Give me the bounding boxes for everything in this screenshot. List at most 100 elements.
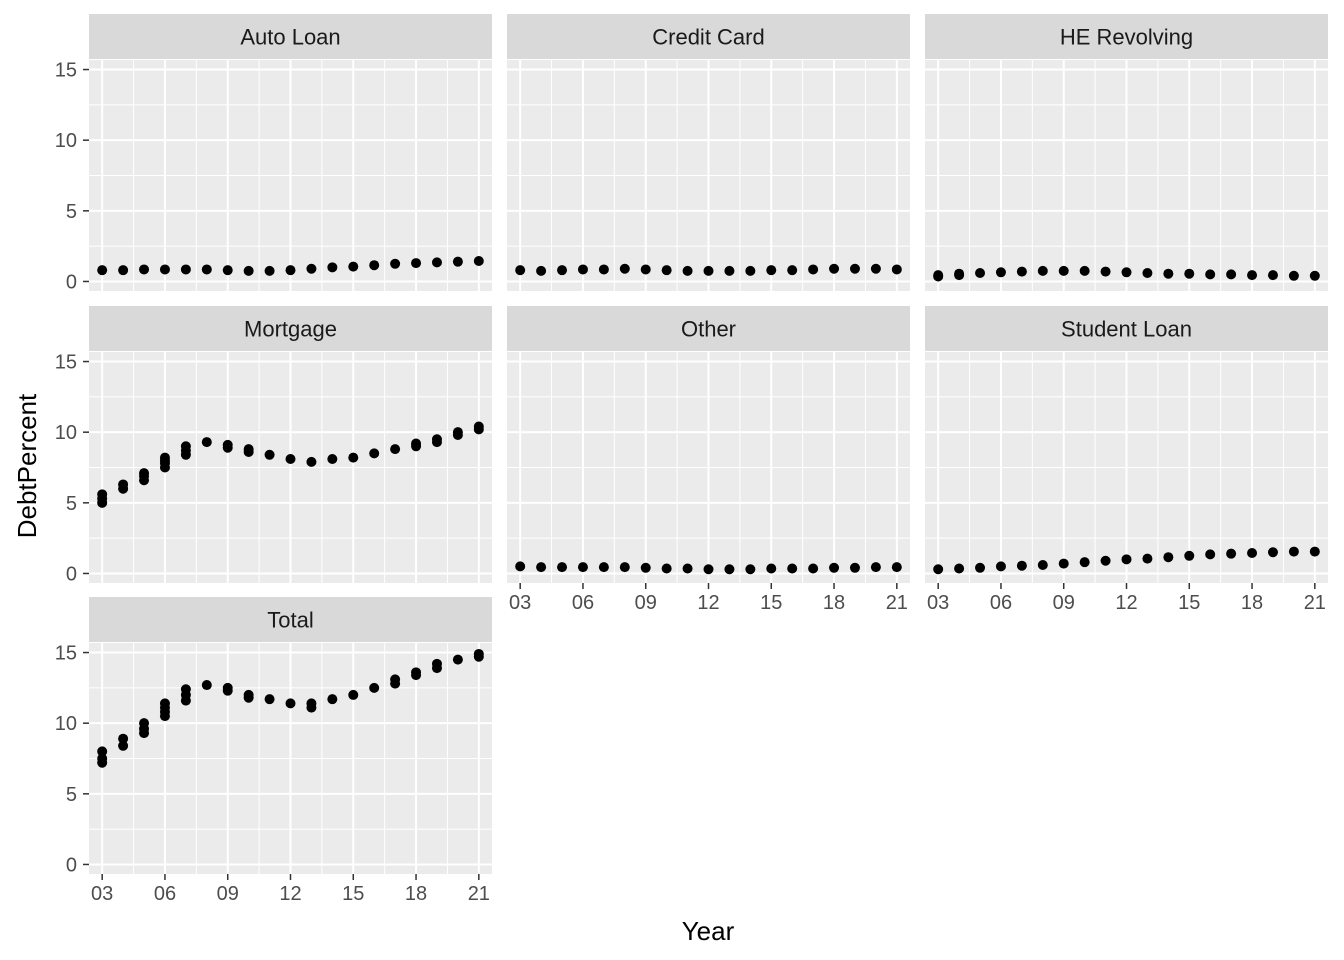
- data-point: [473, 255, 484, 266]
- data-point: [431, 257, 442, 268]
- data-point: [327, 454, 338, 465]
- data-point: [1058, 558, 1069, 569]
- data-point: [954, 563, 965, 574]
- y-tick-label: 10: [55, 422, 77, 444]
- data-point: [306, 263, 317, 274]
- data-point: [891, 264, 902, 275]
- data-point: [97, 753, 108, 764]
- data-point: [1142, 553, 1153, 564]
- data-point: [1037, 559, 1048, 570]
- data-point: [515, 265, 526, 276]
- data-point: [766, 563, 777, 574]
- data-point: [180, 264, 191, 275]
- panel-credit-card: Credit Card: [507, 14, 910, 291]
- data-point: [139, 264, 150, 275]
- data-point: [180, 441, 191, 452]
- data-point: [243, 444, 254, 455]
- strip-he-revolving: [925, 14, 1328, 59]
- data-point: [1184, 550, 1195, 561]
- x-tick-label: 18: [405, 883, 427, 905]
- data-point: [411, 438, 422, 449]
- data-point: [1100, 266, 1111, 277]
- data-point: [411, 667, 422, 678]
- strip-label-total: Total: [267, 608, 313, 633]
- data-point: [159, 452, 170, 463]
- data-point: [306, 698, 317, 709]
- x-tick-label: 15: [760, 592, 782, 614]
- data-point: [933, 270, 944, 281]
- x-tick-label: 09: [1053, 592, 1075, 614]
- data-point: [452, 256, 463, 267]
- data-point: [222, 439, 233, 450]
- x-tick-label: 12: [697, 592, 719, 614]
- x-tick-label: 09: [217, 883, 239, 905]
- data-point: [1267, 270, 1278, 281]
- data-point: [201, 680, 212, 691]
- strip-student-loan: [925, 306, 1328, 351]
- data-point: [1226, 548, 1237, 559]
- data-point: [97, 489, 108, 500]
- data-point: [348, 261, 359, 272]
- x-axis-title: Year: [682, 916, 735, 946]
- data-point: [1247, 270, 1258, 281]
- data-point: [598, 562, 609, 573]
- data-point: [159, 698, 170, 709]
- data-point: [849, 562, 860, 573]
- data-point: [139, 718, 150, 729]
- strip-label-mortgage: Mortgage: [244, 317, 337, 342]
- data-point: [703, 564, 714, 575]
- x-tick-label: 18: [823, 592, 845, 614]
- y-axis-title: DebtPercent: [12, 393, 42, 538]
- data-point: [1288, 270, 1299, 281]
- y-tick-label: 0: [66, 854, 77, 876]
- x-tick-label: 15: [342, 883, 364, 905]
- x-tick-label: 21: [468, 883, 490, 905]
- x-tick-label: 12: [279, 883, 301, 905]
- y-tick-label: 10: [55, 130, 77, 152]
- x-tick-label: 09: [635, 592, 657, 614]
- data-point: [369, 260, 380, 271]
- data-point: [285, 698, 296, 709]
- data-point: [1037, 265, 1048, 276]
- data-point: [306, 456, 317, 467]
- data-point: [118, 479, 129, 490]
- y-tick-label: 15: [55, 643, 77, 665]
- data-point: [870, 263, 881, 274]
- data-point: [891, 562, 902, 573]
- x-tick-label: 21: [886, 592, 908, 614]
- data-point: [640, 562, 651, 573]
- data-point: [473, 421, 484, 432]
- data-point: [1226, 269, 1237, 280]
- strip-other: [507, 306, 910, 351]
- data-point: [995, 267, 1006, 278]
- data-point: [787, 563, 798, 574]
- data-point: [703, 265, 714, 276]
- y-tick-label: 15: [55, 60, 77, 82]
- x-tick-label: 21: [1304, 592, 1326, 614]
- data-point: [1309, 270, 1320, 281]
- data-point: [619, 263, 630, 274]
- x-tick-label: 03: [927, 592, 949, 614]
- data-point: [390, 674, 401, 685]
- data-point: [222, 682, 233, 693]
- data-point: [452, 654, 463, 665]
- data-point: [745, 265, 756, 276]
- strip-total: [89, 597, 492, 642]
- x-tick-label: 03: [509, 592, 531, 614]
- strip-label-he-revolving: HE Revolving: [1060, 25, 1193, 50]
- x-tick-label: 18: [1241, 592, 1263, 614]
- data-point: [619, 562, 630, 573]
- y-tick-label: 15: [55, 352, 77, 374]
- strip-auto-loan: [89, 14, 492, 59]
- data-point: [118, 740, 129, 751]
- y-tick-label: 0: [66, 271, 77, 293]
- data-point: [975, 562, 986, 573]
- y-tick-label: 5: [66, 784, 77, 806]
- x-tick-label: 12: [1115, 592, 1137, 614]
- data-point: [1163, 268, 1174, 279]
- y-tick-label: 5: [66, 493, 77, 515]
- panel-student-loan: Student Loan 03 06 09 12 15 18 21: [925, 306, 1328, 614]
- strip-mortgage: [89, 306, 492, 351]
- data-point: [661, 563, 672, 574]
